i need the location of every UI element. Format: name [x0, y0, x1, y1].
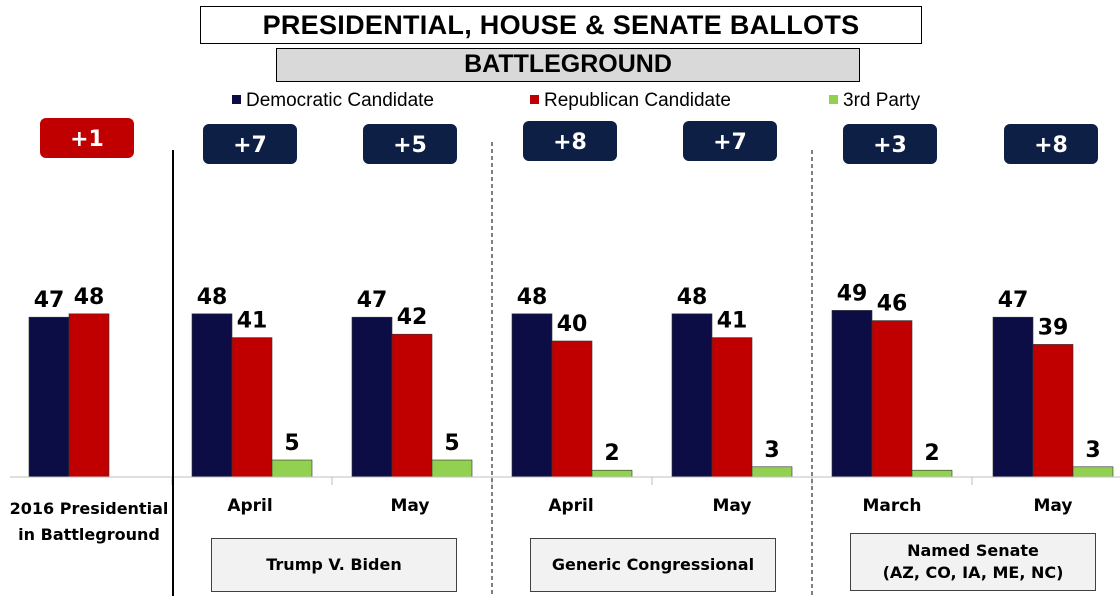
margin-badge-4: [683, 121, 777, 161]
group-label-named-senate: Named Senate (AZ, CO, IA, ME, NC): [850, 533, 1096, 591]
margin-label-3: +8: [553, 130, 587, 155]
bar-third-5: [911, 469, 953, 478]
period-label-march-3: March: [862, 496, 922, 516]
value-label-third-5: 2: [924, 441, 939, 466]
value-label-dem-6: 47: [998, 288, 1029, 313]
margin-badge-6: [1004, 124, 1098, 164]
value-label-rep-1: 41: [237, 309, 268, 334]
bar-dem-6: [992, 316, 1034, 478]
value-label-rep-4: 41: [717, 309, 748, 334]
value-label-rep-3: 40: [557, 312, 588, 337]
value-labels-layer: 47 48 48 41 5 47 42 5 48 40 2 48 41 3 49 46 2 47 39 3: [34, 281, 1101, 466]
bar-third-2: [431, 459, 473, 478]
value-label-dem-5: 49: [837, 281, 868, 306]
category-label-2016-line2: in Battleground: [18, 525, 160, 544]
value-label-third-1: 5: [284, 431, 299, 456]
chart-subtitle: BATTLEGROUND: [276, 48, 860, 82]
value-label-third-6: 3: [1085, 438, 1100, 463]
legend-swatch-third-party: [829, 95, 838, 104]
bar-third-3: [591, 469, 633, 478]
group-label-generic-congressional: Generic Congressional: [530, 538, 776, 592]
value-label-rep-5: 46: [877, 292, 908, 317]
period-label-may-1: May: [390, 496, 430, 516]
legend-label-democratic: Democratic Candidate: [246, 90, 434, 111]
value-label-third-3: 2: [604, 441, 619, 466]
value-label-dem-3: 48: [517, 285, 548, 310]
value-label-third-2: 5: [444, 431, 459, 456]
bar-third-4: [751, 466, 793, 478]
bar-dem-5: [831, 310, 873, 478]
chart-title: PRESIDENTIAL, HOUSE & SENATE BALLOTS: [200, 6, 922, 44]
margin-badge-0: [40, 118, 134, 158]
bar-rep-6: [1032, 344, 1074, 478]
category-label-2016-line1: 2016 Presidential: [9, 499, 169, 518]
value-label-rep-6: 39: [1038, 315, 1069, 340]
legend-item-third-party: 3rd Party: [829, 90, 920, 114]
bar-rep-0: [68, 313, 110, 478]
group-label-generic-congressional-text: Generic Congressional: [551, 555, 755, 574]
period-label-may-2: May: [712, 496, 752, 516]
legend-swatch-republican: [530, 95, 539, 104]
bar-third-1: [271, 459, 313, 478]
legend-item-republican: Republican Candidate: [530, 90, 731, 114]
margin-badges-layer: +1 +7 +5 +8 +7 +3 +8: [40, 118, 1098, 164]
margin-label-2: +5: [393, 133, 427, 158]
group-label-named-senate-line2: (AZ, CO, IA, ME, NC): [882, 563, 1064, 582]
group-label-trump-biden: Trump V. Biden: [211, 538, 457, 592]
bar-rep-1: [231, 337, 273, 478]
period-label-april-2: April: [548, 496, 594, 516]
group-label-named-senate-line1: Named Senate: [907, 541, 1039, 560]
bar-dem-0: [28, 316, 70, 478]
period-label-april-1: April: [227, 496, 273, 516]
margin-label-1: +7: [233, 133, 267, 158]
value-label-rep-0: 48: [74, 285, 105, 310]
category-label-2016: 2016 Presidential in Battleground: [4, 496, 174, 548]
legend-item-democratic: Democratic Candidate: [232, 90, 434, 114]
bar-dem-4: [671, 313, 713, 478]
bars-layer: [28, 310, 1114, 478]
value-label-dem-2: 47: [357, 288, 388, 313]
value-label-dem-4: 48: [677, 285, 708, 310]
bar-rep-2: [391, 333, 433, 478]
axis-layer: [10, 142, 1120, 596]
margin-badge-3: [523, 121, 617, 161]
bar-dem-1: [191, 313, 233, 478]
legend-swatch-democratic: [232, 95, 241, 104]
bar-third-6: [1072, 466, 1114, 478]
bar-rep-3: [551, 340, 593, 478]
margin-label-0: +1: [70, 127, 104, 152]
legend-label-third-party: 3rd Party: [843, 90, 921, 111]
bar-dem-2: [351, 316, 393, 478]
bar-rep-5: [871, 320, 913, 478]
margin-label-4: +7: [713, 130, 747, 155]
value-label-rep-2: 42: [397, 305, 428, 330]
period-label-may-3: May: [1033, 496, 1073, 516]
value-label-dem-0: 47: [34, 288, 65, 313]
value-label-dem-1: 48: [197, 285, 228, 310]
group-label-trump-biden-text: Trump V. Biden: [266, 555, 402, 574]
legend-label-republican: Republican Candidate: [544, 90, 731, 111]
bar-dem-3: [511, 313, 553, 478]
margin-label-5: +3: [873, 133, 907, 158]
margin-badge-2: [363, 124, 457, 164]
margin-badge-5: [843, 124, 937, 164]
bar-rep-4: [711, 337, 753, 478]
margin-label-6: +8: [1034, 133, 1068, 158]
value-label-third-4: 3: [764, 438, 779, 463]
margin-badge-1: [203, 124, 297, 164]
